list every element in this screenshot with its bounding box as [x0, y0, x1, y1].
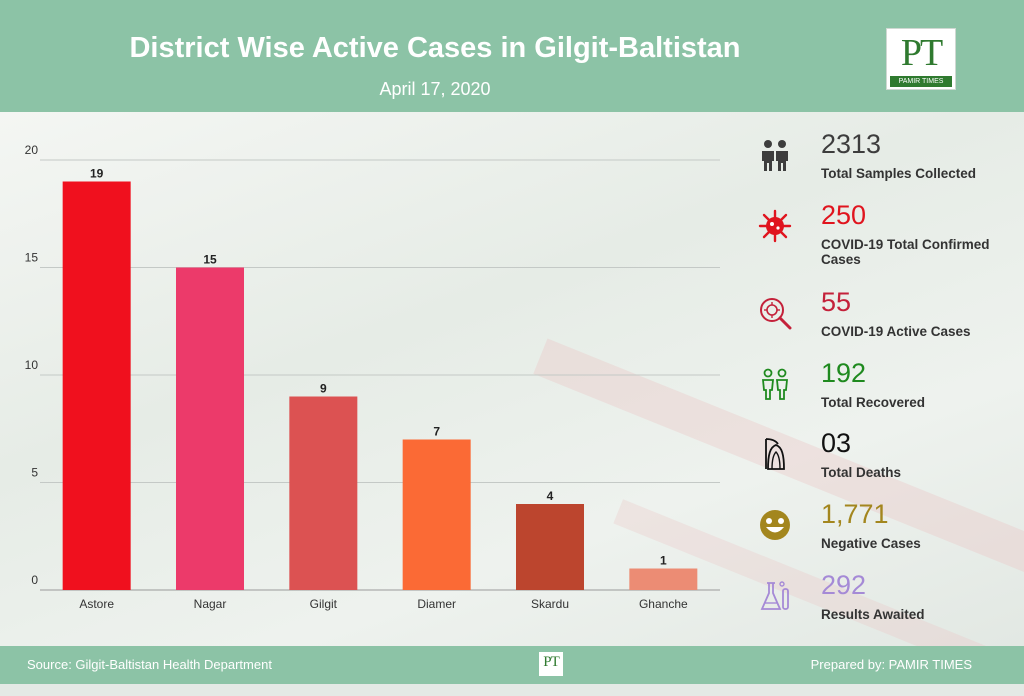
grim-reaper-icon: [765, 438, 785, 470]
x-tick-label: Gilgit: [310, 597, 338, 611]
y-tick-label: 15: [25, 251, 39, 265]
stat-awaited: 292 Results Awaited: [750, 569, 1020, 629]
bottom-strip: [0, 684, 1024, 696]
pamir-times-logo: PT PAMIR TIMES: [886, 28, 956, 90]
lab-flask-icon: [760, 581, 789, 610]
stat-value: 1,771: [821, 499, 889, 529]
bar-diamer: [402, 439, 471, 590]
data-label: 4: [547, 489, 554, 503]
stat-value: 55: [821, 287, 852, 317]
bar-chart: 0 5 10 15 20 19 Astore 15 Nagar 9 Gilgit 7 Diamer 4 Sk…: [25, 143, 720, 611]
logo-text: PAMIR TIMES: [890, 76, 952, 87]
footer: Source: Gilgit-Baltistan Health Departme…: [0, 646, 1024, 684]
stat-value: 250: [821, 200, 867, 230]
footer-source: Source: Gilgit-Baltistan Health Departme…: [27, 657, 272, 672]
data-label: 19: [90, 167, 104, 181]
footer-prepared-by: Prepared by: PAMIR TIMES: [810, 657, 972, 672]
stat-recovered: 192 Total Recovered: [750, 357, 1020, 417]
data-label: 1: [660, 554, 667, 568]
stat-deaths: 03 Total Deaths: [750, 427, 1020, 487]
data-label: 7: [433, 425, 440, 439]
stat-value: 292: [821, 570, 867, 600]
background-panel: [0, 112, 1024, 696]
virus-icon: [758, 209, 792, 243]
virus-search-icon: [760, 298, 792, 330]
stat-label: Total Recovered: [821, 395, 926, 410]
x-tick-label: Diamer: [417, 597, 456, 611]
stat-label: Total Samples Collected: [821, 166, 977, 181]
bar-ghanche: [629, 568, 698, 590]
smiley-icon: [760, 510, 790, 540]
stat-label: Results Awaited: [821, 607, 925, 622]
people-icon: [762, 140, 788, 171]
bar-astore: [62, 181, 131, 590]
x-tick-label: Astore: [79, 597, 114, 611]
data-label: 9: [320, 382, 327, 396]
x-tick-label: Ghanche: [639, 597, 688, 611]
footer-logo: PT: [539, 652, 563, 676]
y-tick-label: 10: [25, 358, 39, 372]
logo-mark: PT: [900, 32, 943, 74]
stat-value: 03: [821, 428, 852, 458]
page-date: April 17, 2020: [379, 79, 491, 99]
y-tick-label: 5: [31, 466, 38, 480]
x-tick-label: Skardu: [531, 597, 569, 611]
footer-logo-mark: PT: [543, 654, 560, 670]
bar-gilgit: [289, 396, 358, 590]
x-tick-label: Nagar: [194, 597, 227, 611]
recovered-people-icon: [762, 368, 788, 400]
y-tick-label: 0: [31, 573, 38, 587]
bar-nagar: [176, 267, 244, 590]
stat-confirmed: 250 COVID-19 Total Confirmed Cases: [750, 199, 1020, 267]
stat-label: COVID-19 Active Cases: [821, 324, 971, 339]
stat-label: COVID-19 Total Confirmed Cases: [821, 237, 990, 267]
stat-negative: 1,771 Negative Cases: [750, 498, 1020, 558]
data-label: 15: [203, 253, 217, 267]
bar-skardu: [516, 504, 584, 590]
stat-samples: 2313 Total Samples Collected: [750, 128, 1020, 188]
y-tick-label: 20: [25, 143, 39, 157]
stat-label: Total Deaths: [821, 465, 902, 480]
page-title: District Wise Active Cases in Gilgit-Bal…: [129, 32, 741, 64]
stat-active: 55 COVID-19 Active Cases: [750, 286, 1020, 346]
stat-label: Negative Cases: [821, 536, 921, 551]
stat-value: 192: [821, 358, 867, 388]
stat-value: 2313: [821, 129, 882, 159]
header: District Wise Active Cases in Gilgit-Bal…: [0, 0, 1024, 112]
